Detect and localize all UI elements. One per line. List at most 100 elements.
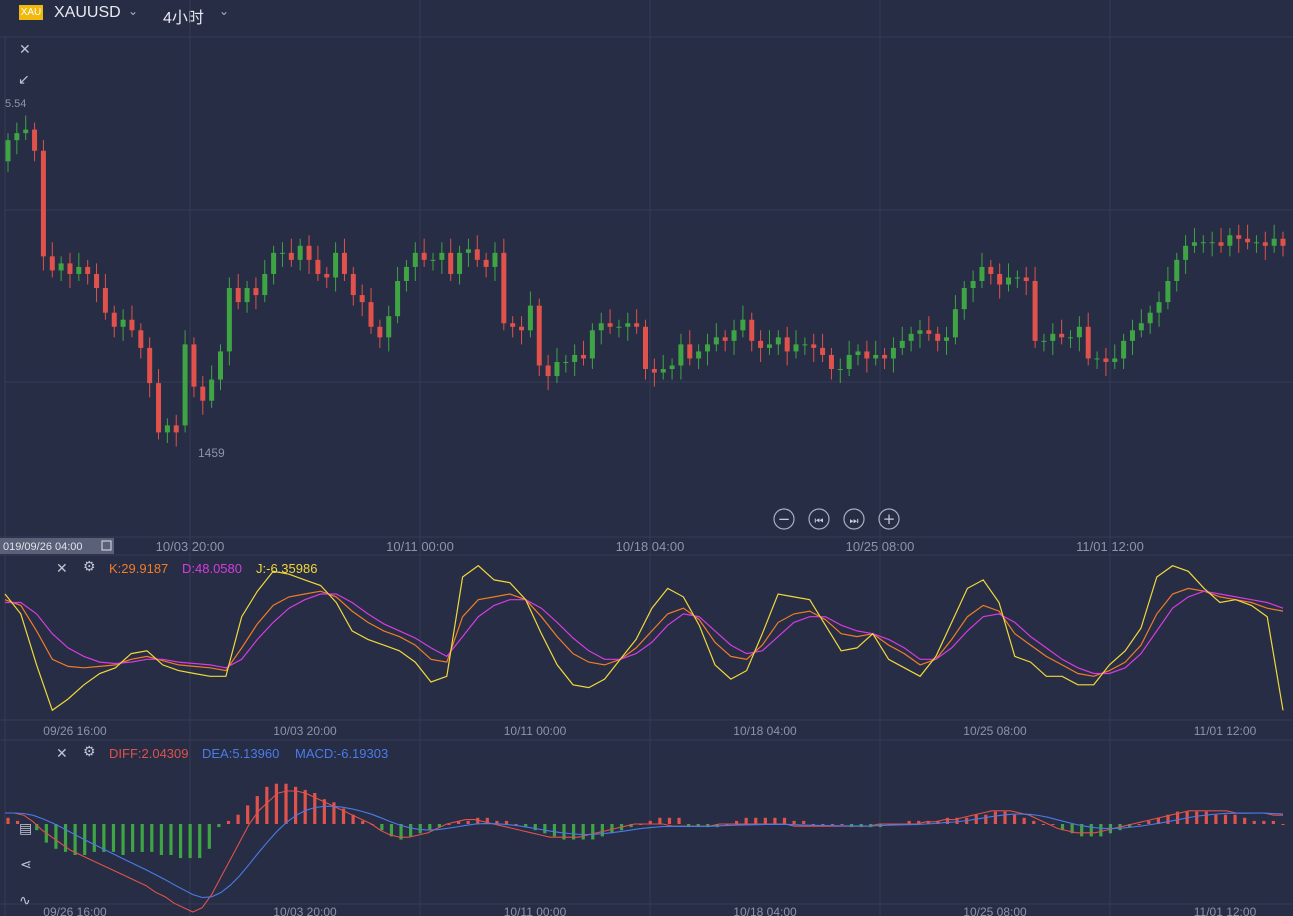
macd-bar bbox=[217, 824, 221, 828]
price-high-label: 5.54 bbox=[5, 98, 26, 110]
macd-x-tick: 10/03 20:00 bbox=[273, 905, 337, 916]
candle-body bbox=[1094, 358, 1100, 360]
candle-body bbox=[1085, 326, 1091, 359]
chevron-down-icon[interactable]: ⌄ bbox=[128, 4, 139, 18]
candle-body bbox=[359, 295, 365, 303]
macd-bar bbox=[265, 786, 269, 824]
candle-body bbox=[386, 316, 392, 338]
macd-bar bbox=[15, 820, 20, 824]
close-icon[interactable]: ✕ bbox=[56, 745, 68, 761]
price-low-label: 1459 bbox=[198, 446, 225, 460]
macd-bar bbox=[341, 808, 346, 824]
candle-body bbox=[855, 351, 861, 355]
candle-body bbox=[554, 361, 560, 377]
candle-body bbox=[643, 326, 648, 370]
candlesticks bbox=[5, 115, 1286, 447]
zoom-in-icon[interactable]: + bbox=[878, 508, 900, 530]
candle-body bbox=[262, 273, 268, 296]
jump-start-icon[interactable]: ⏮ bbox=[808, 508, 830, 530]
candle-body bbox=[873, 354, 879, 359]
gear-icon[interactable]: ⚙ bbox=[83, 743, 96, 759]
macd-diff-label: DIFF:2.04309 bbox=[109, 746, 189, 761]
close-icon[interactable]: ✕ bbox=[19, 41, 31, 57]
jump-end-icon[interactable]: ⏭ bbox=[843, 508, 865, 530]
candle-body bbox=[368, 302, 374, 327]
candle-body bbox=[253, 288, 259, 296]
kdj-panel: 09/26 16:00 10/03 20:00 10/11 00:00 10/18 0… bbox=[4, 561, 1284, 738]
candle-body bbox=[713, 337, 719, 345]
chevron-down-icon[interactable]: ⌄ bbox=[219, 4, 230, 18]
macd-bar bbox=[418, 824, 422, 834]
kdj-x-tick: 10/18 04:00 bbox=[733, 724, 797, 738]
start-time-label: 019/09/26 04:00 bbox=[3, 541, 83, 553]
candle-body bbox=[970, 281, 976, 289]
macd-bar bbox=[543, 824, 547, 834]
close-icon[interactable]: ✕ bbox=[56, 560, 68, 576]
macd-bar bbox=[562, 824, 566, 840]
macd-bar bbox=[332, 802, 336, 824]
candle-body bbox=[1032, 281, 1038, 341]
macd-bar bbox=[428, 824, 432, 831]
macd-bar bbox=[322, 799, 326, 824]
candle-body bbox=[1227, 235, 1233, 246]
candle-body bbox=[67, 263, 73, 274]
candle-body bbox=[598, 323, 604, 331]
macd-bar bbox=[993, 811, 998, 824]
macd-bar bbox=[198, 824, 202, 859]
waveform-icon[interactable]: ∿ bbox=[19, 892, 31, 908]
candle-body bbox=[111, 312, 117, 327]
candle-body bbox=[279, 252, 285, 254]
candle-body bbox=[1280, 238, 1286, 246]
candle-body bbox=[1209, 242, 1215, 244]
candle-body bbox=[147, 347, 153, 384]
macd-bar bbox=[811, 824, 815, 825]
macd-bar bbox=[25, 824, 29, 825]
candle-body bbox=[908, 333, 914, 341]
macd-bar bbox=[1032, 820, 1036, 824]
macd-bar bbox=[495, 820, 499, 824]
macd-bar bbox=[1243, 817, 1247, 824]
macd-bar bbox=[955, 817, 959, 824]
candle-body bbox=[882, 354, 888, 359]
candle-body bbox=[1076, 326, 1082, 338]
candle-body bbox=[846, 354, 852, 370]
macd-bar bbox=[1128, 824, 1132, 828]
gear-icon[interactable]: ⚙ bbox=[83, 558, 96, 574]
top-toolbar: XAU XAUUSD ⌄ 4小时 ⌄ bbox=[0, 0, 1293, 28]
macd-bar bbox=[1204, 811, 1208, 824]
nav-button-glyph: − bbox=[778, 510, 791, 528]
period-selector[interactable]: 4小时 bbox=[163, 10, 204, 27]
macd-bar bbox=[533, 824, 537, 831]
macd-bar bbox=[361, 820, 365, 824]
candle-body bbox=[5, 140, 11, 162]
candle-body bbox=[811, 344, 817, 348]
indicator-icon[interactable]: ▤ bbox=[19, 820, 33, 836]
candle-body bbox=[952, 309, 958, 338]
kdj-j-label: J:-6.35986 bbox=[256, 561, 317, 576]
nav-button-ring bbox=[808, 508, 830, 530]
zoom-out-icon[interactable]: − bbox=[773, 508, 795, 530]
candle-body bbox=[403, 266, 409, 281]
candle-body bbox=[660, 369, 666, 373]
symbol-selector[interactable]: XAUUSD bbox=[54, 4, 121, 21]
nav-button-ring bbox=[843, 508, 865, 530]
macd-bar bbox=[734, 820, 739, 824]
macd-bar bbox=[524, 824, 528, 828]
macd-x-tick: 11/01 12:00 bbox=[1194, 905, 1257, 916]
kdj-x-tick: 10/25 08:00 bbox=[963, 724, 1027, 738]
macd-bar bbox=[773, 817, 777, 824]
candle-body bbox=[899, 340, 905, 348]
drawing-tool-icon[interactable]: ⋖ bbox=[20, 856, 32, 872]
macd-bar bbox=[830, 824, 835, 825]
symbol-badge: XAU bbox=[19, 5, 43, 20]
macd-bar bbox=[159, 824, 163, 855]
candle-body bbox=[102, 288, 108, 313]
macd-bar bbox=[552, 824, 557, 837]
candle-body bbox=[669, 365, 675, 370]
shrink-icon[interactable]: ↙ bbox=[18, 71, 30, 87]
macd-bar bbox=[667, 817, 672, 824]
candle-body bbox=[1147, 312, 1153, 324]
calendar-icon bbox=[101, 540, 112, 551]
macd-bar bbox=[677, 817, 681, 824]
